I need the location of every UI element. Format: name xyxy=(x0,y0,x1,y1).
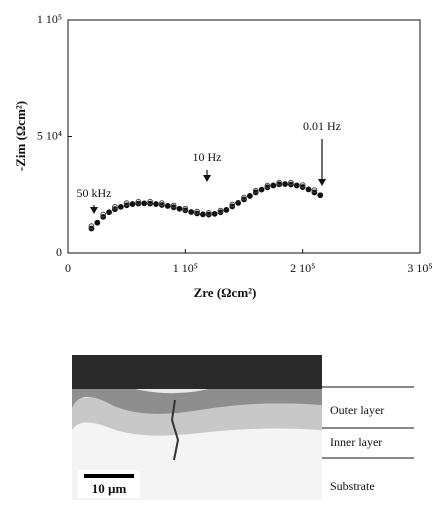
data-point xyxy=(170,204,177,211)
data-point xyxy=(299,182,306,189)
data-point xyxy=(100,211,107,218)
data-point xyxy=(141,200,148,207)
data-point xyxy=(276,179,283,186)
data-point xyxy=(129,201,136,207)
data-point xyxy=(205,211,212,218)
x-tick-label: 2 10⁵ xyxy=(290,261,315,275)
arrow-head xyxy=(90,207,98,214)
data-point xyxy=(194,208,200,215)
data-point xyxy=(258,186,265,193)
data-point xyxy=(288,179,294,186)
data-point xyxy=(147,200,154,207)
data-point xyxy=(170,202,177,209)
layer-label: Outer layer xyxy=(330,403,384,417)
y-tick-label: 1 10⁵ xyxy=(37,12,62,26)
x-tick-label: 0 xyxy=(65,261,71,275)
data-point xyxy=(153,201,159,207)
crack xyxy=(170,399,180,461)
data-point xyxy=(211,210,218,217)
x-tick-label: 1 10⁵ xyxy=(173,261,198,275)
data-point xyxy=(311,187,318,193)
data-point xyxy=(252,187,259,194)
data-point xyxy=(299,184,306,190)
x-tick-label: 3 10⁵ xyxy=(407,261,432,275)
data-point xyxy=(264,182,271,189)
arrow-head xyxy=(318,179,326,186)
data-point xyxy=(176,205,183,212)
data-point xyxy=(276,181,283,188)
data-point xyxy=(246,193,253,199)
y-tick-label: 5 10⁴ xyxy=(37,128,62,142)
data-point xyxy=(164,203,171,209)
data-point xyxy=(264,184,271,191)
resin xyxy=(72,355,322,389)
data-point xyxy=(217,207,224,214)
layer-label: Substrate xyxy=(330,479,375,493)
x-axis-label: Zre (Ωcm²) xyxy=(194,285,257,300)
annotation: 0.01 Hz xyxy=(303,119,341,133)
data-point xyxy=(293,182,300,189)
scale-label: 10 µm xyxy=(92,481,127,496)
data-point xyxy=(205,210,212,216)
arrow-head xyxy=(203,175,211,182)
data-point xyxy=(252,189,259,196)
y-axis-label: -Zim (Ωcm²) xyxy=(13,101,28,171)
data-point xyxy=(135,200,142,207)
data-point xyxy=(194,210,200,217)
data-point xyxy=(305,186,312,193)
annotation: 50 kHz xyxy=(77,186,112,200)
data-point xyxy=(147,198,154,205)
data-point xyxy=(117,203,124,210)
data-point xyxy=(112,203,118,210)
data-point xyxy=(200,211,206,218)
micrograph: 10 µm Outer layer Inner layer Substrate xyxy=(72,355,414,500)
data-point xyxy=(188,209,195,215)
data-point xyxy=(223,206,230,213)
data-point xyxy=(123,200,130,207)
data-point xyxy=(317,192,324,199)
data-point xyxy=(229,201,236,208)
data-point xyxy=(241,196,247,203)
data-point xyxy=(270,182,277,189)
data-point xyxy=(94,219,101,226)
annotation: 10 Hz xyxy=(193,150,222,164)
data-point xyxy=(106,209,112,216)
data-point xyxy=(235,200,242,206)
data-point xyxy=(88,223,95,230)
data-point xyxy=(229,203,236,210)
data-point xyxy=(241,194,247,201)
data-point xyxy=(282,181,288,187)
data-point xyxy=(158,200,165,207)
y-tick-label: 0 xyxy=(56,245,62,259)
data-point xyxy=(217,209,224,216)
data-point xyxy=(182,205,189,212)
layer-label: Inner layer xyxy=(330,435,382,449)
data-point xyxy=(182,207,189,214)
data-point xyxy=(135,198,142,205)
data-point xyxy=(288,181,294,188)
data-point xyxy=(158,202,165,208)
